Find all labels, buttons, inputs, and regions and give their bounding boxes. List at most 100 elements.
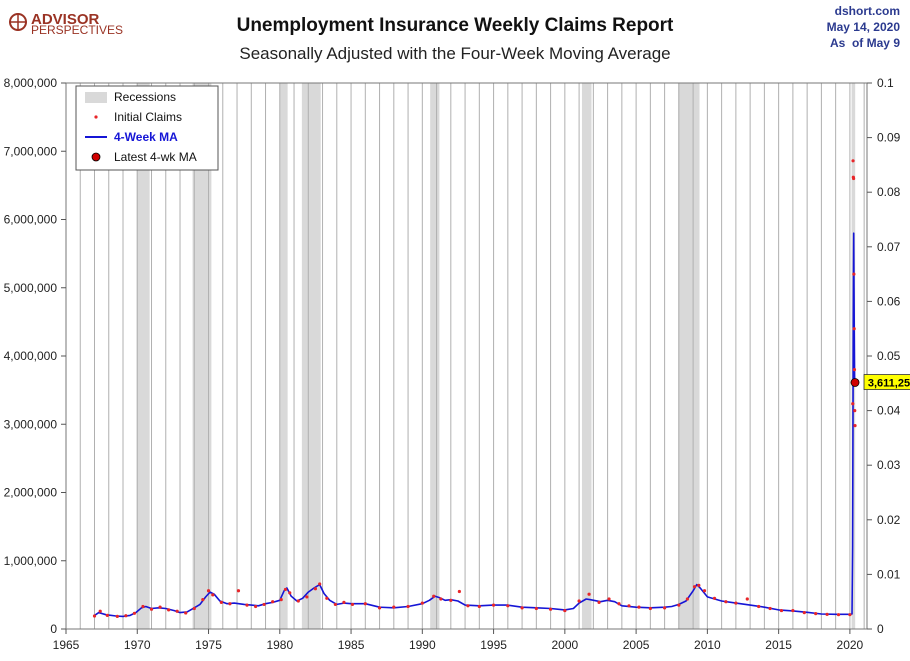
- latest-value-callout-label: 3,611,250: [868, 378, 910, 390]
- claims-point: [420, 601, 424, 605]
- claims-point: [712, 596, 717, 600]
- claims-point: [491, 603, 496, 607]
- claims-point: [406, 604, 410, 609]
- claims-point: [318, 582, 322, 586]
- claims-point: [814, 612, 818, 616]
- claims-point: [271, 600, 275, 604]
- claims-point: [534, 606, 538, 611]
- claims-point: [141, 604, 145, 609]
- claims-point: [734, 601, 738, 605]
- claims-point: [288, 591, 292, 595]
- y-tick-label: 6,000,000: [4, 213, 58, 227]
- legend-swatch-recessions: [85, 92, 107, 103]
- claims-point: [313, 587, 318, 591]
- y2-tick-label: 0.07: [877, 240, 901, 254]
- claims-point: [206, 589, 211, 593]
- brand-logo-line1: ADVISOR: [31, 11, 100, 28]
- claims-point: [363, 602, 367, 606]
- claims-point: [283, 587, 288, 592]
- claims-point: [852, 176, 856, 181]
- claims-point: [548, 607, 553, 611]
- claims-point: [279, 598, 283, 602]
- claims-point: [149, 607, 154, 611]
- x-tick-label: 1995: [480, 638, 507, 652]
- latest-4wk-ma-marker: [850, 378, 860, 387]
- y2-tick-label: 0.06: [877, 294, 901, 308]
- latest-value-callout-box: [863, 374, 910, 390]
- recession-band: [279, 83, 288, 629]
- claims-point: [115, 614, 119, 618]
- y-tick-label: 0: [50, 622, 57, 636]
- y2-tick-label: 0.1: [877, 76, 894, 90]
- y2-axis-ticks: 0 0.01 0.02 0.03 0.04 0.05 0.06 0.07 0.08 0.09 0.1: [867, 76, 901, 636]
- claims-point: [852, 327, 856, 331]
- claims-point: [506, 604, 510, 608]
- claims-point: [98, 609, 102, 613]
- y-tick-label: 2,000,000: [4, 486, 58, 500]
- claims-point: [702, 589, 707, 593]
- y2-tick-label: 0.05: [877, 349, 901, 363]
- source-site: dshort.com: [835, 4, 900, 18]
- claims-point: [184, 611, 188, 615]
- claims-point: [617, 602, 621, 606]
- claims-point: [648, 606, 652, 611]
- claims-point: [851, 159, 855, 163]
- y-tick-label: 8,000,000: [4, 76, 58, 90]
- claims-point: [201, 598, 205, 602]
- claims-point: [607, 597, 611, 601]
- y2-tick-label: 0.01: [877, 567, 901, 581]
- claims-point: [333, 602, 337, 607]
- x-tick-label: 1970: [124, 638, 151, 652]
- claims-point: [439, 597, 443, 601]
- claims-point: [577, 599, 581, 603]
- y-tick-label: 3,000,000: [4, 417, 58, 431]
- recession-band: [301, 83, 321, 629]
- claims-point: [597, 600, 601, 604]
- latest-4wk-ma-group: 3,611,250: [850, 374, 910, 390]
- chart-subtitle: Seasonally Adjusted with the Four-Week M…: [239, 44, 670, 63]
- claims-point: [296, 599, 300, 603]
- x-tick-label: 2010: [694, 638, 721, 652]
- claims-point: [477, 604, 481, 609]
- x-tick-label: 2000: [551, 638, 578, 652]
- legend-swatch-latest-4wk-ma: [91, 152, 101, 162]
- y-tick-label: 7,000,000: [4, 144, 58, 158]
- claims-point: [392, 605, 396, 609]
- claims-point: [325, 596, 329, 600]
- claims-point: [685, 597, 690, 601]
- claims-point: [219, 600, 223, 604]
- source-date: May 14, 2020: [827, 20, 901, 34]
- legend-label: Latest 4-wk MA: [114, 150, 197, 164]
- claims-point: [663, 606, 667, 610]
- claims-point: [637, 605, 641, 609]
- chart-title: Unemployment Insurance Weekly Claims Rep…: [237, 15, 674, 36]
- grid-lines: [65, 83, 865, 629]
- claims-point: [377, 606, 382, 610]
- claims-point: [342, 600, 346, 604]
- claims-point: [779, 608, 784, 613]
- source-asof: As of May 9: [830, 36, 900, 50]
- claims-point: [745, 597, 749, 601]
- claims-point: [158, 605, 162, 609]
- claims-point: [768, 606, 772, 611]
- y-tick-label: 4,000,000: [4, 349, 58, 363]
- claims-point: [124, 614, 128, 618]
- claims-point: [192, 606, 196, 611]
- y2-tick-label: 0.08: [877, 185, 901, 199]
- claims-point: [175, 609, 179, 613]
- claims-point: [432, 594, 436, 598]
- y-tick-label: 1,000,000: [4, 554, 58, 568]
- claims-point: [802, 611, 806, 615]
- claims-point: [466, 604, 470, 608]
- claims-point: [132, 611, 137, 615]
- x-tick-label: 1965: [53, 638, 80, 652]
- recession-band: [678, 83, 700, 629]
- claims-point: [350, 602, 355, 607]
- claims-point: [757, 604, 761, 609]
- claims-point: [167, 608, 171, 612]
- claims-point: [211, 593, 215, 597]
- recession-band: [136, 83, 150, 629]
- claims-point: [852, 368, 857, 372]
- claims-point: [697, 583, 701, 587]
